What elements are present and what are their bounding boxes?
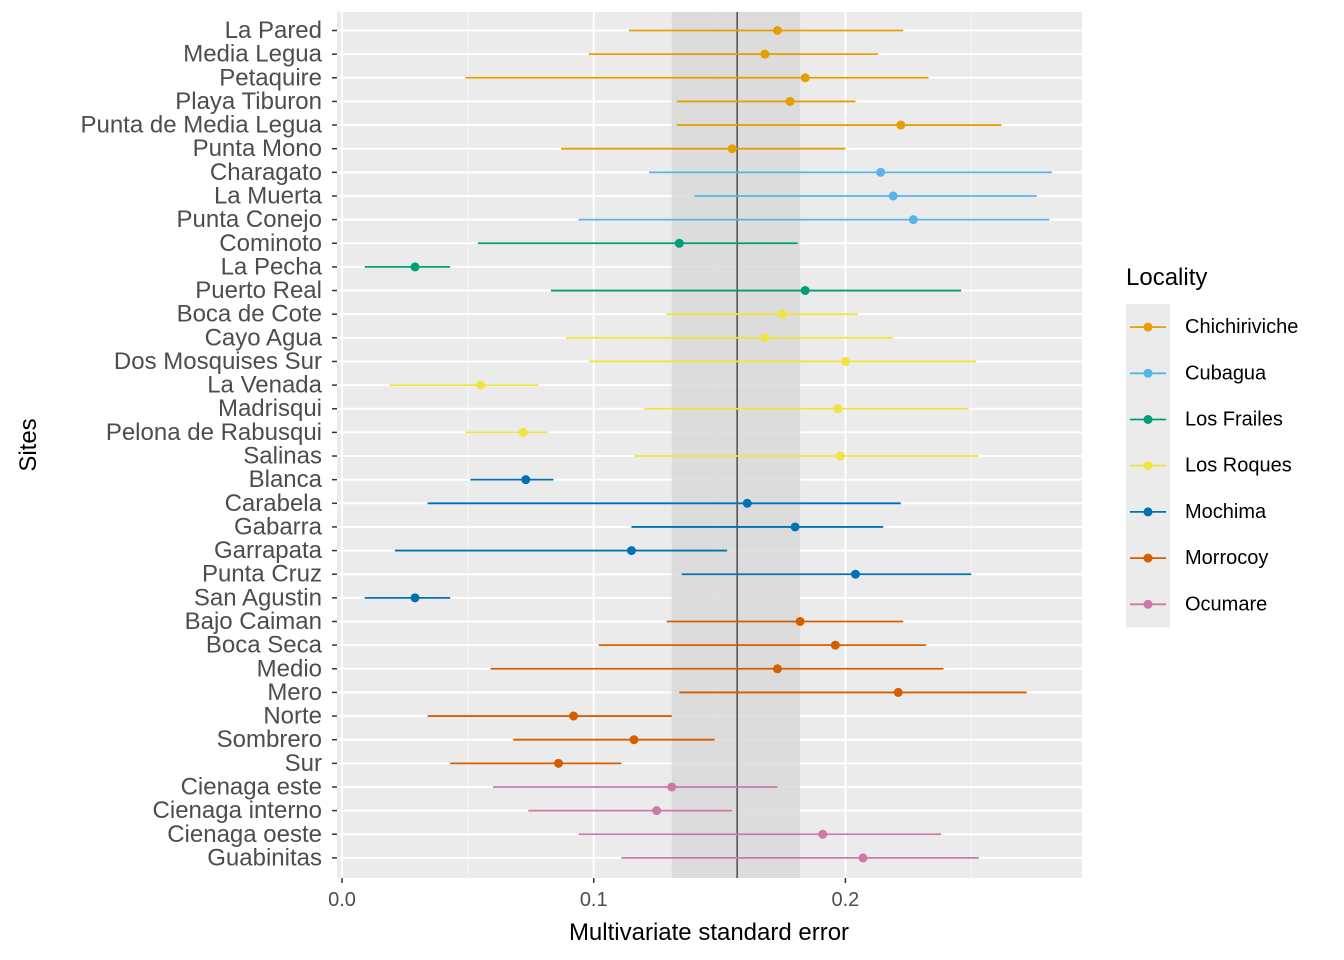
site-label-23: Punta Cruz bbox=[202, 561, 322, 588]
site-label-33: Cienaga interno bbox=[153, 797, 322, 824]
legend-label-6: Ocumare bbox=[1185, 593, 1267, 615]
point-0 bbox=[772, 26, 782, 35]
point-17 bbox=[518, 427, 528, 437]
point-35 bbox=[858, 853, 868, 863]
site-label-17: Pelona de Rabusqui bbox=[106, 419, 322, 446]
legend-label-4: Mochima bbox=[1185, 501, 1267, 523]
site-label-4: Punta de Media Legua bbox=[80, 112, 322, 139]
site-label-2: Petaquire bbox=[219, 64, 322, 91]
point-30 bbox=[629, 735, 639, 745]
site-label-6: Charagato bbox=[210, 159, 322, 186]
site-label-15: La Venada bbox=[207, 372, 322, 399]
point-5 bbox=[727, 144, 737, 154]
point-24 bbox=[410, 593, 420, 603]
site-label-34: Cienaga oeste bbox=[167, 821, 322, 848]
site-label-8: Punta Conejo bbox=[177, 206, 322, 233]
site-label-7: La Muerta bbox=[214, 182, 323, 209]
site-label-35: Guabinitas bbox=[207, 844, 322, 871]
point-4 bbox=[896, 120, 906, 130]
point-6 bbox=[876, 167, 886, 177]
legend-key-point-5 bbox=[1143, 553, 1153, 563]
legend-key-point-6 bbox=[1143, 599, 1153, 609]
point-21 bbox=[790, 522, 800, 532]
point-31 bbox=[553, 758, 563, 768]
point-29 bbox=[569, 711, 579, 721]
legend-key-point-3 bbox=[1143, 461, 1153, 471]
point-8 bbox=[908, 215, 918, 225]
point-19 bbox=[521, 475, 531, 485]
point-33 bbox=[652, 806, 662, 816]
point-27 bbox=[772, 664, 782, 674]
site-label-18: Salinas bbox=[243, 443, 322, 470]
point-markers bbox=[410, 26, 918, 863]
point-1 bbox=[760, 49, 770, 59]
site-label-0: La Pared bbox=[225, 17, 322, 44]
point-7 bbox=[888, 191, 898, 201]
site-label-20: Carabela bbox=[225, 490, 323, 517]
point-34 bbox=[818, 829, 828, 839]
point-23 bbox=[850, 569, 860, 579]
site-label-30: Sombrero bbox=[217, 726, 322, 753]
site-label-26: Boca Seca bbox=[206, 632, 323, 659]
site-label-12: Boca de Cote bbox=[177, 301, 322, 328]
legend-label-2: Los Frailes bbox=[1185, 409, 1283, 431]
point-18 bbox=[835, 451, 845, 461]
site-label-10: La Pecha bbox=[221, 253, 323, 280]
legend-key-point-2 bbox=[1143, 415, 1153, 424]
site-label-31: Sur bbox=[285, 750, 322, 777]
y-axis-title: Sites bbox=[15, 418, 42, 471]
site-label-21: Gabarra bbox=[234, 513, 323, 540]
point-16 bbox=[833, 404, 843, 414]
legend-key-point-0 bbox=[1143, 322, 1153, 332]
point-11 bbox=[800, 286, 810, 296]
site-label-32: Cienaga este bbox=[181, 773, 322, 800]
legend-label-3: Los Roques bbox=[1185, 455, 1292, 477]
x-tick-label-0: 0.0 bbox=[328, 889, 356, 911]
site-label-25: Bajo Caiman bbox=[185, 608, 322, 635]
site-label-22: Garrapata bbox=[214, 537, 323, 564]
point-3 bbox=[785, 96, 795, 106]
point-20 bbox=[742, 498, 752, 508]
site-label-3: Playa Tiburon bbox=[175, 88, 322, 115]
legend-title: Locality bbox=[1126, 264, 1207, 291]
point-15 bbox=[475, 380, 485, 390]
point-28 bbox=[893, 687, 903, 697]
point-13 bbox=[760, 333, 770, 343]
site-label-1: Media Legua bbox=[183, 41, 322, 68]
site-label-24: San Agustin bbox=[194, 584, 322, 611]
point-10 bbox=[410, 262, 420, 272]
point-9 bbox=[674, 238, 684, 248]
site-label-5: Punta Mono bbox=[193, 135, 322, 162]
site-label-14: Dos Mosquises Sur bbox=[114, 348, 322, 375]
legend-label-0: Chichiriviche bbox=[1185, 316, 1298, 338]
x-axis-title: Multivariate standard error bbox=[569, 919, 849, 946]
reference-band bbox=[671, 12, 801, 878]
site-label-9: Cominoto bbox=[219, 230, 322, 257]
point-22 bbox=[626, 546, 636, 556]
error-bars bbox=[364, 29, 1052, 859]
legend-label-5: Morrocoy bbox=[1185, 547, 1268, 569]
x-axis-ticks: 0.0 0.1 0.2 bbox=[328, 878, 859, 911]
legend-key-point-4 bbox=[1143, 507, 1153, 517]
point-25 bbox=[795, 617, 805, 626]
point-32 bbox=[667, 782, 677, 792]
point-26 bbox=[830, 640, 840, 650]
site-label-11: Puerto Real bbox=[195, 277, 322, 304]
point-14 bbox=[840, 356, 850, 366]
site-label-28: Mero bbox=[267, 679, 322, 706]
site-label-29: Norte bbox=[263, 703, 322, 730]
site-label-27: Medio bbox=[257, 655, 322, 682]
site-label-16: Madrisqui bbox=[218, 395, 322, 422]
x-tick-label-1: 0.1 bbox=[580, 889, 608, 911]
legend-key-point-1 bbox=[1143, 368, 1153, 378]
legend-label-1: Cubagua bbox=[1185, 362, 1267, 384]
point-2 bbox=[800, 73, 810, 83]
point-12 bbox=[777, 309, 787, 319]
legend: Locality Chichiriviche Cubagua Los Frailes… bbox=[1126, 264, 1298, 628]
site-label-13: Cayo Agua bbox=[205, 324, 323, 351]
site-label-19: Blanca bbox=[249, 466, 323, 493]
x-tick-label-2: 0.2 bbox=[832, 889, 860, 911]
